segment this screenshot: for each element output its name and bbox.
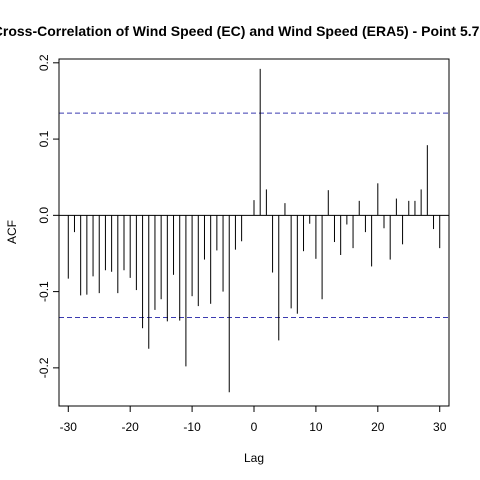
y-tick-label: 0.2	[37, 54, 51, 71]
x-tick-label: 20	[371, 420, 385, 434]
y-tick-label: -0.1	[37, 281, 51, 302]
acf-bars	[67, 68, 441, 393]
x-axis: -30 -20 -10 0 10 20 30	[60, 405, 447, 434]
x-tick-label: -20	[122, 420, 140, 434]
y-tick-label: 0.1	[37, 130, 51, 147]
x-tick-label: -10	[183, 420, 201, 434]
x-tick-label: -30	[60, 420, 78, 434]
chart-title: Cross-Correlation of Wind Speed (EC) and…	[0, 23, 480, 39]
x-tick-label: 10	[309, 420, 323, 434]
x-axis-label: Lag	[244, 451, 264, 465]
y-tick-label: 0.0	[37, 207, 51, 224]
y-tick-label: -0.2	[37, 357, 51, 378]
confidence-bounds	[59, 112, 449, 319]
y-axis-label: ACF	[5, 220, 19, 244]
x-tick-label: 30	[433, 420, 447, 434]
y-axis: -0.2 -0.1 0.0 0.1 0.2	[37, 54, 60, 378]
x-tick-label: 0	[251, 420, 258, 434]
